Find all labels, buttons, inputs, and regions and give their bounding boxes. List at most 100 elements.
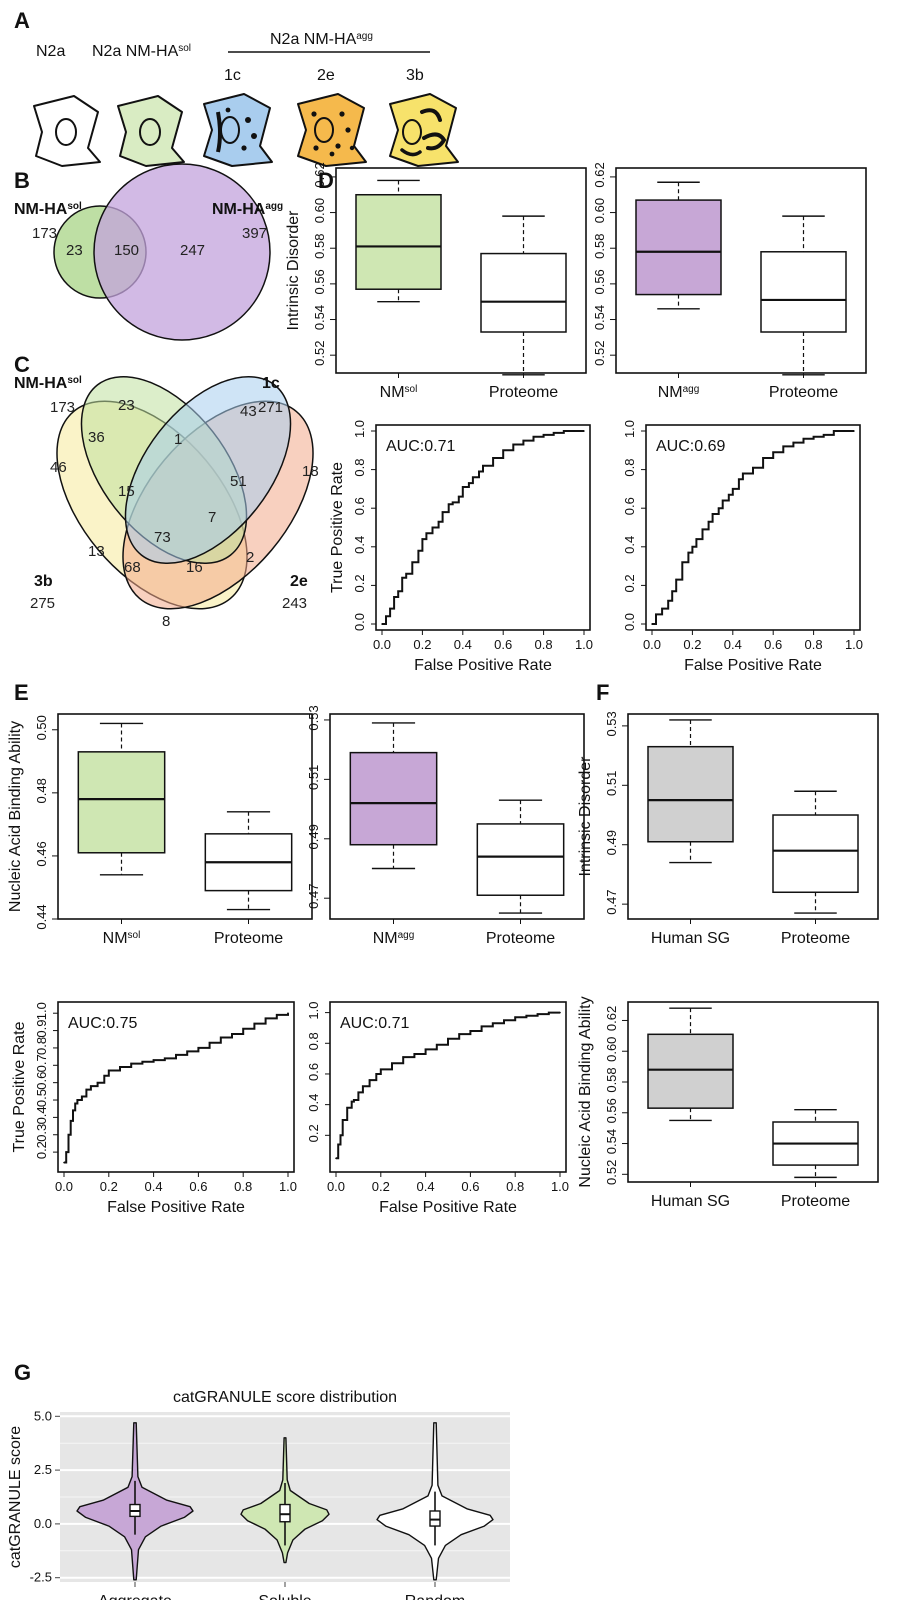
roc-point — [478, 470, 480, 473]
y-tick-label: 0.49 — [604, 830, 619, 855]
roc-point — [425, 532, 428, 535]
roc-point — [853, 430, 855, 432]
box-iqr — [77, 751, 166, 854]
y-tick-label: 0.2 — [306, 1124, 321, 1142]
y-tick-label: 0.51 — [306, 765, 321, 790]
venn-c-count: 16 — [186, 559, 203, 576]
x-tick-label: 0.2 — [372, 1179, 390, 1194]
roc-point — [375, 1073, 378, 1075]
plot-frame — [627, 1001, 879, 1183]
venn-c-count: 43 — [240, 403, 257, 420]
violin-box — [429, 1510, 441, 1527]
y-tick-label: 0.0 — [34, 1516, 52, 1531]
venn-c-count: 23 — [118, 397, 135, 414]
roc-point — [175, 1054, 177, 1056]
auc-annotation: AUC:0.71 — [340, 1015, 409, 1032]
y-tick-label: 0.58 — [592, 234, 607, 259]
roc-point — [833, 430, 835, 432]
roc-point — [717, 507, 720, 510]
x-tick-label: 0.6 — [764, 637, 782, 652]
venn-c-3b-name: 3b — [34, 573, 53, 590]
chart-g-violin: -2.5 0.0 2.5 5.0 catGRANULE score distributi… — [7, 1389, 510, 1600]
y-tick-label: -2.5 — [30, 1570, 52, 1585]
venn-c-1c-total: 271 — [258, 399, 283, 416]
y-tick-label: 0.4 — [352, 536, 367, 554]
y-tick-label: 0.60 — [312, 198, 327, 223]
roc-point — [468, 482, 470, 484]
roc-point — [119, 1066, 121, 1068]
y-tick-label: 0.6 — [34, 1072, 49, 1090]
chart-title: catGRANULE score distribution — [173, 1389, 397, 1406]
x-category-label: Proteome — [489, 384, 558, 401]
x-tick-label: 1.0 — [551, 1179, 569, 1194]
roc-point — [417, 549, 420, 552]
roc-point — [667, 600, 669, 602]
y-tick-label: 0.8 — [622, 459, 637, 477]
roc-point — [141, 1061, 144, 1063]
y-tick-label: 2.5 — [34, 1462, 52, 1477]
roc-point — [437, 520, 440, 523]
roc-point — [381, 623, 383, 625]
roc-point — [69, 1120, 72, 1122]
roc-curve — [336, 1011, 560, 1160]
roc-point — [385, 615, 387, 618]
label-clone-3b: 3b — [406, 67, 424, 84]
x-category-label: Proteome — [214, 930, 283, 947]
roc-point — [552, 432, 555, 434]
roc-point — [573, 430, 575, 432]
y-tick-label: 0.54 — [312, 305, 327, 330]
plot-frame — [627, 713, 879, 920]
x-tick-label: 1.0 — [575, 637, 593, 652]
y-tick-label: 0.9 — [34, 1020, 49, 1038]
roc-point — [548, 1011, 550, 1014]
roc-point — [525, 1014, 528, 1017]
roc-point — [108, 1069, 110, 1072]
x-tick-label: 0.8 — [234, 1179, 252, 1194]
roc-point — [441, 511, 444, 513]
roc-point — [532, 435, 535, 438]
roc-point — [681, 561, 684, 564]
y-tick-label: 0.58 — [312, 234, 327, 259]
venn-c — [56, 375, 314, 610]
roc-point — [368, 1079, 371, 1081]
x-category-label: Human SG — [651, 1193, 730, 1210]
roc-point — [63, 1161, 65, 1164]
y-tick-label: 0.47 — [306, 884, 321, 909]
venn-c-count: 46 — [50, 459, 67, 476]
roc-point — [402, 1056, 405, 1058]
y-tick-label: 0.4 — [622, 536, 637, 554]
y-tick-label: 0.5 — [34, 1089, 49, 1107]
x-tick-label: 0.2 — [683, 637, 701, 652]
roc-point — [792, 441, 795, 444]
roc-point — [424, 1048, 427, 1051]
roc-point — [661, 607, 663, 610]
y-tick-label: 0.48 — [34, 778, 49, 803]
plot-frame — [57, 1001, 295, 1173]
x-tick-label: 0.6 — [494, 637, 512, 652]
venn-c-2e-total: 243 — [282, 595, 307, 612]
cell-3b — [389, 93, 459, 167]
venn-c-sol-name: NM-HAsol — [14, 375, 82, 393]
y-tick-label: 0.8 — [352, 459, 367, 477]
roc-point — [411, 561, 414, 564]
chart-e-box-agg: 0.47 0.49 0.51 0.53 NMagg Proteome — [306, 705, 585, 947]
box-iqr — [760, 251, 847, 333]
roc-curve — [64, 1013, 289, 1164]
y-tick-label: 0.0 — [352, 613, 367, 631]
roc-point — [197, 1047, 200, 1049]
y-tick-label: 0.58 — [604, 1067, 619, 1092]
label-nm-ha-sol: N2a NM-HAsol — [92, 43, 191, 61]
roc-point — [276, 1014, 278, 1016]
roc-point — [695, 538, 698, 540]
roc-point — [721, 499, 724, 502]
roc-point — [671, 590, 673, 592]
roc-curve — [382, 430, 584, 625]
roc-point — [242, 1028, 244, 1030]
y-tick-label: 1.0 — [352, 420, 367, 438]
chart-d-roc-agg: 0.0 0.2 0.4 0.6 0.8 1.0 0.0 0.2 0.4 0.6 0.8 1.0 Fals… — [622, 420, 863, 674]
roc-point — [447, 503, 450, 506]
roc-point — [186, 1050, 188, 1053]
roc-point — [76, 1099, 79, 1101]
roc-point — [74, 1102, 76, 1105]
roc-curve — [652, 430, 854, 625]
